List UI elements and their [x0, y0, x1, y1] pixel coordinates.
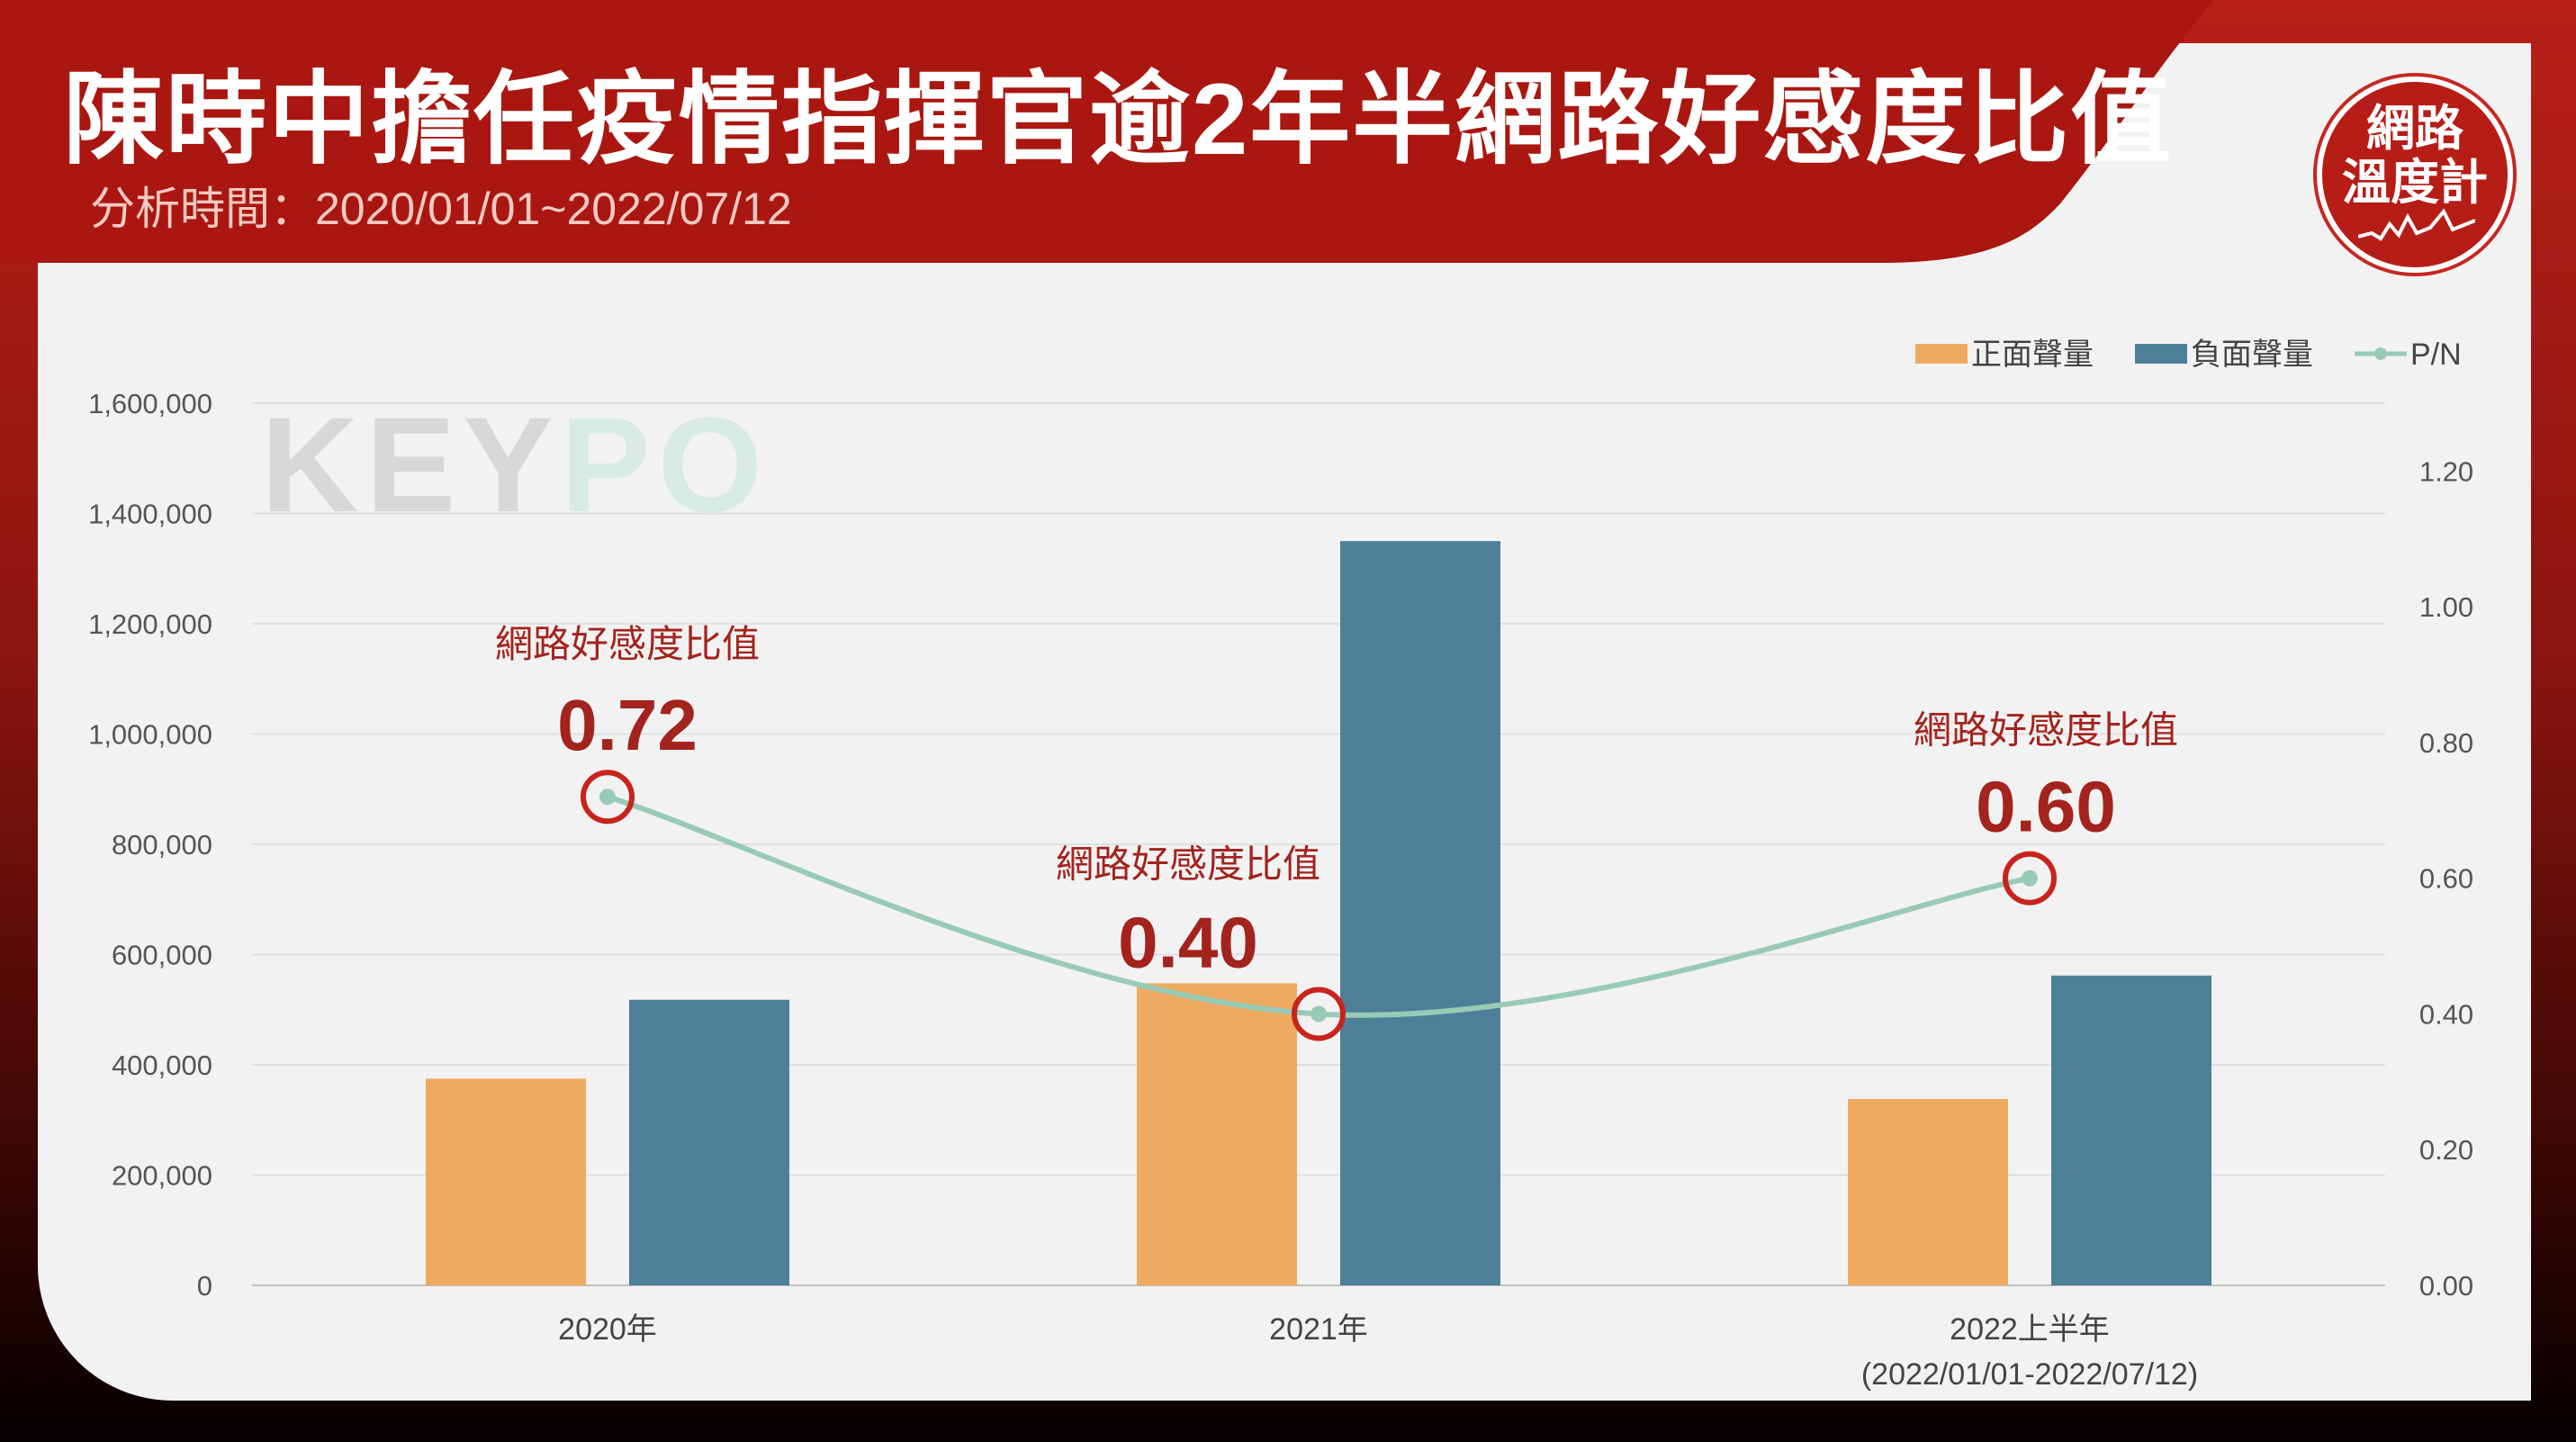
bar-negative	[1340, 541, 1500, 1285]
annotation-label: 網路好感度比值	[1056, 843, 1320, 885]
annotation-value: 0.40	[1118, 902, 1258, 982]
y-right-tick-label: 1.00	[2419, 591, 2473, 623]
pulse-icon	[2358, 208, 2475, 241]
brand-logo-line1: 網路	[2366, 102, 2463, 156]
watermark-text-po: PO	[560, 389, 770, 540]
x-tick-label: 2020年	[558, 1312, 657, 1347]
y-right-tick-label: 0.40	[2419, 998, 2473, 1030]
legend-label: P/N	[2410, 338, 2462, 372]
pn-point	[1311, 1005, 1327, 1023]
y-left-tick-label: 600,000	[112, 940, 212, 971]
y-right-tick-label: 0.20	[2419, 1134, 2473, 1166]
annotation-value: 0.72	[557, 685, 698, 765]
y-left-tick-label: 0	[197, 1270, 212, 1302]
highlight-circle	[581, 770, 635, 825]
y-left-tick-label: 1,200,000	[88, 608, 212, 640]
annotation-label: 網路好感度比值	[1914, 709, 2178, 752]
y-left-tick-label: 1,600,000	[88, 388, 212, 419]
header-banner-shape	[0, 0, 2214, 263]
bar-positive	[1848, 1098, 2008, 1285]
legend-swatch	[2135, 344, 2187, 364]
annotation-label: 網路好感度比值	[495, 623, 760, 665]
y-left-tick-label: 1,000,000	[88, 719, 212, 751]
y-left-tick-label: 800,000	[112, 829, 212, 861]
highlight-circle	[1292, 987, 1346, 1041]
legend-label: 負面聲量	[2191, 338, 2313, 372]
header-banner: 陳時中擔任疫情指揮官逾2年半網路好感度比值 分析時間：2020/01/01~20…	[0, 0, 2250, 263]
keypo-watermark: KEYPO	[261, 387, 770, 543]
pn-point	[2022, 870, 2038, 887]
y-right-tick-label: 0.60	[2419, 863, 2473, 895]
page-title: 陳時中擔任疫情指揮官逾2年半網路好感度比值	[63, 63, 2174, 176]
legend-swatch	[1915, 344, 1968, 364]
y-right-tick-label: 1.20	[2419, 455, 2473, 487]
bar-negative	[629, 999, 789, 1285]
bar-negative	[2051, 975, 2211, 1285]
y-left-tick-label: 200,000	[112, 1160, 212, 1192]
y-right-tick-label: 0.00	[2419, 1270, 2473, 1302]
pn-point	[599, 789, 616, 806]
bar-positive	[1137, 983, 1297, 1285]
x-tick-sublabel: (2022/01/01-2022/07/12)	[1861, 1357, 2198, 1392]
y-right-tick-label: 0.80	[2419, 727, 2473, 759]
annotation-value: 0.60	[1976, 767, 2116, 847]
legend-swatch-dot	[2374, 347, 2387, 360]
y-left-tick-label: 400,000	[112, 1050, 212, 1081]
bar-positive	[426, 1078, 586, 1285]
y-left-tick-label: 1,400,000	[88, 499, 212, 530]
x-tick-label: 2022上半年	[1950, 1312, 2110, 1347]
watermark-text-key: KEY	[261, 389, 561, 540]
series-line-pn	[607, 794, 2031, 1018]
brand-logo-line2: 溫度計	[2342, 156, 2488, 210]
highlight-circle	[2003, 851, 2057, 906]
analysis-period: 分析時間：2020/01/01~2022/07/12	[90, 184, 792, 234]
brand-logo: 網路 溫度計	[2317, 77, 2513, 273]
x-tick-label: 2021年	[1269, 1312, 1368, 1347]
legend-label: 正面聲量	[1971, 338, 2094, 372]
